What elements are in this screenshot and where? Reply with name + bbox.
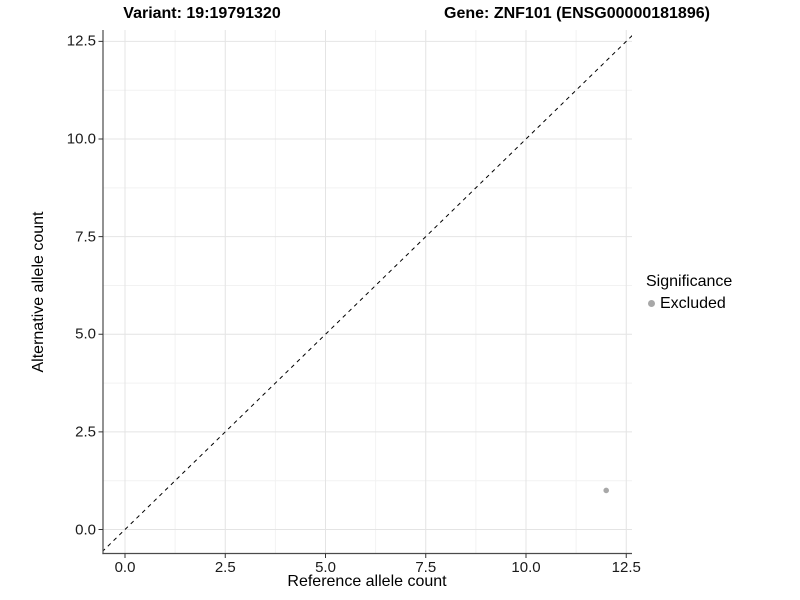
- identity-line: [103, 35, 632, 552]
- legend: Significance Excluded: [646, 272, 732, 313]
- variant-title: Variant: 19:19791320: [123, 5, 281, 22]
- excluded-point-swatch-icon: [648, 300, 655, 307]
- legend-title: Significance: [646, 273, 733, 290]
- y-axis-title: Alternative allele count: [30, 211, 47, 373]
- legend-entry-excluded: Excluded: [646, 294, 732, 313]
- legend-entry-label: Excluded: [660, 295, 726, 312]
- x-axis-title: Reference allele count: [287, 573, 447, 590]
- data-point: [603, 487, 609, 494]
- gene-title: Gene: ZNF101 (ENSG00000181896): [444, 5, 710, 22]
